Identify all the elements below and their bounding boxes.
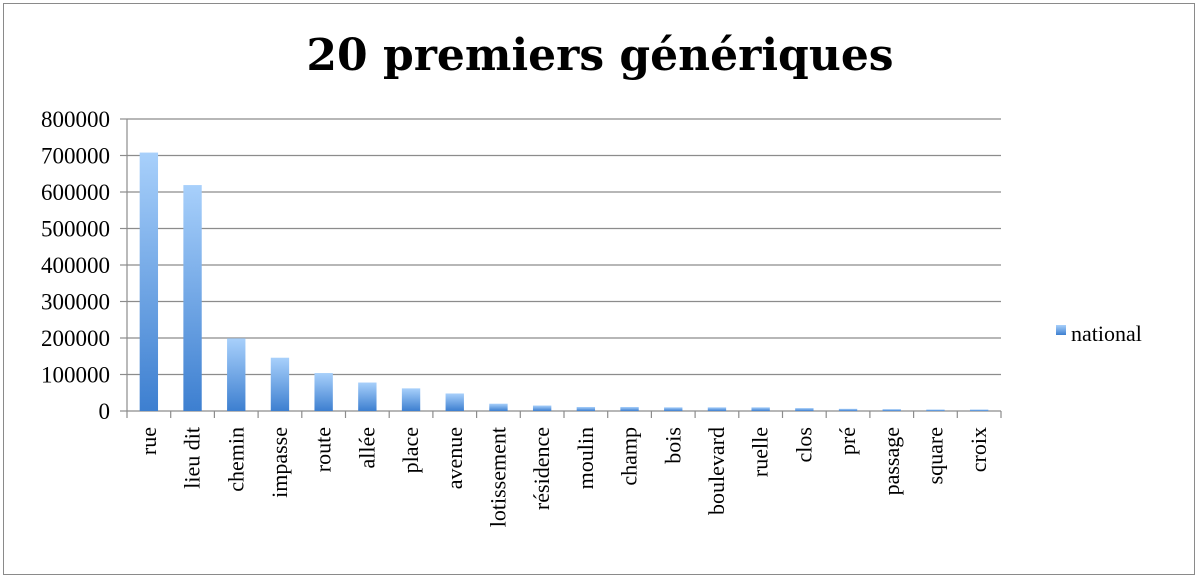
y-tick-label: 200000 [41, 326, 110, 351]
x-tick-label: bois [660, 427, 685, 464]
bar [795, 408, 814, 411]
x-tick-label: boulevard [704, 427, 729, 515]
x-tick-label: croix [966, 427, 991, 472]
bar [664, 407, 683, 411]
y-tick-label: 400000 [41, 253, 110, 278]
x-tick-label: impasse [267, 427, 292, 498]
bar [882, 409, 901, 411]
y-tick-label: 700000 [41, 144, 110, 169]
x-tick-label: résidence [529, 427, 554, 510]
x-tick-labels: rue lieu dit chemin impasse route allée place a… [136, 427, 991, 527]
gridlines [127, 118, 1001, 376]
x-tick-label: champ [617, 427, 642, 486]
x-tick-label: rue [136, 427, 161, 455]
x-tick-label: pré [835, 427, 860, 455]
bar [489, 403, 508, 411]
legend-label: national [1071, 321, 1142, 346]
bar [183, 185, 202, 411]
x-tick-label: lieu dit [180, 427, 205, 489]
x-tick-label: lotissement [485, 427, 510, 527]
y-tick-label: 800000 [41, 107, 110, 132]
chart-title: 20 premiers génériques [306, 30, 893, 81]
legend-swatch [1056, 325, 1066, 335]
y-tick-label: 300000 [41, 290, 110, 315]
bar [401, 388, 421, 411]
axes [120, 118, 1002, 418]
x-tick-label: moulin [573, 427, 598, 489]
bars [139, 152, 989, 411]
y-tick-label: 0 [99, 399, 111, 424]
y-tick-label: 100000 [41, 363, 110, 388]
y-tick-label: 600000 [41, 180, 110, 205]
x-tick-label: clos [791, 427, 816, 462]
bar [227, 338, 246, 411]
bar [314, 373, 333, 411]
bar [532, 405, 552, 411]
x-tick-label: route [311, 427, 336, 472]
bar [270, 357, 290, 411]
bar [358, 382, 377, 411]
bar [445, 393, 464, 411]
y-tick-label: 500000 [41, 217, 110, 242]
x-tick-label: passage [879, 427, 904, 495]
x-tick-label: place [398, 427, 423, 473]
x-tick-label: chemin [223, 427, 248, 492]
x-tick-label: avenue [442, 427, 467, 489]
x-tick-label: allée [354, 427, 379, 469]
y-tick-labels: 0 100000 200000 300000 400000 500000 600000 700… [41, 107, 110, 424]
x-tick-label: ruelle [748, 427, 773, 477]
x-tick-label: square [922, 427, 947, 484]
bar [751, 407, 770, 411]
bar [969, 409, 989, 411]
bar [926, 409, 945, 411]
bar [620, 406, 639, 411]
bar [139, 152, 159, 411]
bar [707, 407, 727, 411]
legend: national [1056, 321, 1142, 346]
bar [838, 408, 858, 411]
bar [576, 406, 596, 411]
